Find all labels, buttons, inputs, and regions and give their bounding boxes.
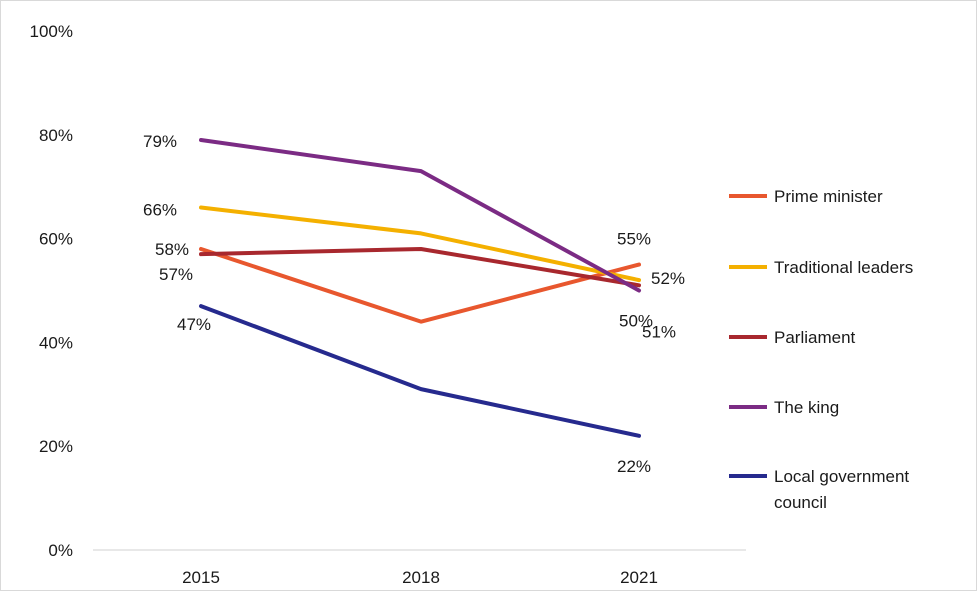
data-label: 52%: [651, 269, 685, 288]
data-label: 79%: [143, 132, 177, 151]
series-line-4: [199, 304, 641, 438]
series-lines: [199, 137, 641, 438]
data-label: 66%: [143, 200, 177, 219]
legend-label: Local government: [774, 467, 909, 486]
legend-label: The king: [774, 398, 839, 417]
legend-label: Prime minister: [774, 187, 883, 206]
axes: 0% 20% 40% 60% 80% 100% 2015 2018 2021: [30, 22, 746, 587]
x-tick-label: 2018: [402, 568, 440, 587]
y-tick-label: 20%: [39, 437, 73, 456]
y-tick-label: 40%: [39, 333, 73, 352]
data-label: 57%: [159, 265, 193, 284]
x-tick-label: 2021: [620, 568, 658, 587]
series-line-3: [199, 137, 641, 293]
legend-label: Parliament: [774, 328, 856, 347]
y-tick-label: 80%: [39, 126, 73, 145]
x-tick-label: 2015: [182, 568, 220, 587]
data-label: 51%: [642, 322, 676, 341]
legend-label: council: [774, 493, 827, 512]
data-label: 22%: [617, 457, 651, 476]
data-label: 55%: [617, 230, 651, 249]
data-labels: 58% 55% 66% 52% 57% 51% 79% 50% 47% 22%: [143, 132, 685, 476]
data-label: 50%: [619, 312, 653, 331]
series-line-1: [199, 205, 641, 283]
data-label: 58%: [155, 240, 189, 259]
y-tick-label: 0%: [48, 541, 73, 560]
series-line-0: [199, 246, 641, 324]
data-label: 47%: [177, 315, 211, 334]
y-tick-label: 60%: [39, 230, 73, 249]
y-tick-label: 100%: [30, 22, 73, 41]
series-line-2: [199, 246, 641, 288]
legend-label: Traditional leaders: [774, 258, 913, 277]
legend: Prime minister Traditional leaders Parliam…: [729, 187, 913, 512]
